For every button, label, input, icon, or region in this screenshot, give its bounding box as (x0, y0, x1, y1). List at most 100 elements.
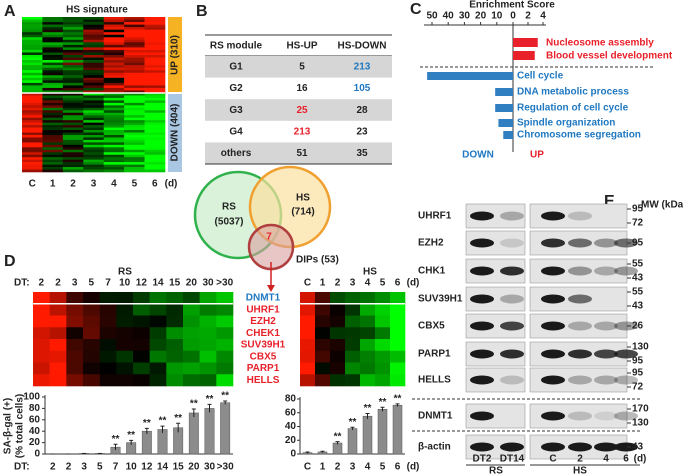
group-label: UP (310) (170, 35, 181, 75)
y-tick-label: 60 (29, 414, 41, 425)
heatmap-cell (144, 157, 166, 160)
mw-label: 72 (632, 382, 644, 393)
heatmap-cell (124, 57, 145, 61)
heatmap-cell (124, 49, 145, 53)
heatmap-cell (103, 95, 125, 99)
band (568, 211, 592, 221)
heatmap-cell (42, 70, 64, 74)
heatmap-cell (22, 65, 43, 68)
heatmap-cell (83, 164, 105, 168)
heatmap-cell (83, 65, 105, 68)
heatmap-cell (62, 49, 84, 53)
heatmap-cell (22, 90, 43, 94)
x-tick-label: 14 (157, 462, 169, 473)
heatmap-cell (42, 49, 64, 53)
heatmap-cell (375, 315, 391, 328)
heatmap-cell (166, 350, 184, 363)
heatmap-cell (22, 67, 43, 71)
heatmap-cell (42, 87, 64, 91)
heatmap-cell (42, 117, 64, 121)
x-tick-label: 3 (81, 462, 87, 473)
heatmap-cell (22, 82, 43, 86)
heatmap-cell (33, 303, 50, 316)
heatmap-cell (62, 60, 84, 63)
heatmap-cell (42, 149, 64, 153)
heatmap-cell (375, 292, 391, 305)
table-cell: G1 (229, 62, 243, 73)
gene-label: CHEK1 (246, 328, 280, 339)
heatmap-cell (22, 44, 43, 48)
heatmap-cell (83, 362, 100, 375)
error-bar (129, 439, 134, 445)
heatmap-cell (124, 100, 145, 104)
heatmap-cell (42, 139, 64, 143)
heatmap-cell (300, 362, 316, 375)
x-tick-label: 4 (540, 11, 546, 22)
heatmap-cell (124, 42, 145, 46)
heatmap-cell (33, 374, 50, 387)
heatmap-cell (166, 315, 184, 328)
bar (204, 408, 215, 455)
heatmap-cell (300, 327, 316, 340)
heatmap-cell (390, 315, 406, 328)
heatmap-cell (62, 120, 84, 123)
heatmap-cell (144, 125, 166, 128)
heatmap-cell (360, 350, 376, 363)
heatmap-cell (62, 167, 84, 170)
heatmap-cell (330, 327, 346, 340)
error-bar (191, 408, 196, 417)
heatmap-cell (103, 147, 125, 151)
heatmap-cell (22, 47, 43, 51)
heatmap-cell (103, 142, 125, 146)
table-cell: 25 (296, 105, 308, 116)
group-bar (168, 94, 182, 172)
heatmap-cell (103, 87, 125, 91)
heatmap-cell (103, 167, 125, 170)
band (594, 442, 618, 452)
x-tick-label: 1 (320, 462, 326, 473)
heatmap-cell (345, 303, 361, 316)
heatmap-cell (42, 93, 64, 96)
heatmap-cell (42, 105, 64, 109)
heatmap-cell (22, 169, 43, 173)
heatmap-cell (144, 115, 166, 118)
gene-label: DNMT1 (246, 293, 281, 304)
bar-label: DNA metabolic process (517, 87, 629, 98)
heatmap-cell (103, 112, 125, 116)
heatmap-cell (166, 374, 184, 387)
x-tick-label: 7 (113, 462, 119, 473)
heatmap-cell (22, 37, 43, 41)
heatmap-cell (62, 100, 84, 104)
heatmap-cell (144, 159, 166, 163)
heatmap-cell (42, 85, 64, 89)
x-tick-label: 2 (50, 462, 56, 473)
heatmap-cell (83, 47, 105, 51)
heatmap-cell (42, 122, 64, 126)
heatmap-cell (300, 292, 316, 305)
x-tick-label: 30 (459, 11, 471, 22)
band (568, 375, 592, 385)
heatmap-cell (183, 303, 200, 316)
heatmap-cell (62, 77, 84, 81)
gene-label: HELLS (247, 375, 280, 386)
table-row-bg (205, 142, 392, 164)
band (541, 411, 565, 421)
heatmap-cell (42, 152, 64, 156)
heatmap-cell (99, 350, 117, 363)
heatmap-cell (42, 57, 64, 61)
heatmap-cell (199, 327, 217, 340)
band (470, 266, 494, 276)
heatmap-cell (62, 19, 84, 23)
heatmap-cell (103, 82, 125, 86)
heatmap-cell (83, 44, 105, 48)
heatmap-cell (83, 85, 105, 89)
band (541, 321, 565, 331)
column-label: C (29, 179, 36, 190)
heatmap-cell (22, 87, 43, 91)
x-tick-label: 15 (173, 462, 185, 473)
y-tick-label: 60 (285, 407, 297, 418)
heatmap-cell (83, 17, 105, 20)
mw-label: 95 (632, 204, 644, 215)
x-tick-label: 20 (475, 11, 487, 22)
heatmap-cell (103, 42, 125, 46)
